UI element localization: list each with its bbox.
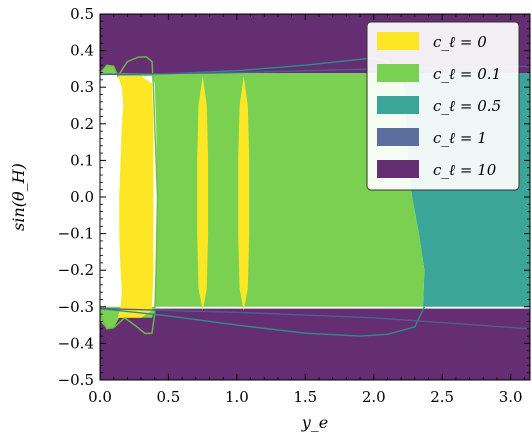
region-c-0-2 [238, 76, 250, 311]
y-tick-label: −0.3 [58, 298, 94, 316]
axis-ticks: 0.0 0.5 1.0 1.5 2.0 2.5 3.00.50.40.30.20.10.0−… [58, 5, 530, 406]
y-tick-label: 0.4 [70, 42, 94, 60]
axis-labels: y_e sin(θ_H) [9, 163, 328, 432]
legend-label-c-1: c_ℓ = 1 [433, 129, 487, 147]
region-c-10-1 [100, 308, 530, 380]
legend-label-c-10: c_ℓ = 10 [433, 161, 497, 179]
legend-swatch-c-10 [377, 160, 419, 178]
legend-swatch-c-0 [377, 32, 419, 50]
region-c-0-1 [197, 76, 209, 311]
legend-swatch-c-1 [377, 128, 419, 146]
x-tick-label: 1.5 [293, 388, 317, 406]
x-tick-label: 2.5 [430, 388, 454, 406]
y-tick-label: 0.0 [70, 188, 94, 206]
y-tick-label: −0.2 [58, 261, 94, 279]
legend-swatch-c-0-5 [377, 96, 419, 114]
y-axis-label: sin(θ_H) [9, 163, 28, 231]
y-tick-label: 0.2 [70, 115, 94, 133]
contour-c-0-5-2 [100, 306, 426, 337]
legend-label-c-0-1: c_ℓ = 0.1 [433, 65, 501, 83]
y-tick-label: 0.3 [70, 78, 94, 96]
x-axis-label: y_e [301, 413, 329, 432]
x-tick-label: 0.5 [157, 388, 181, 406]
x-tick-label: 0.0 [88, 388, 112, 406]
region-c-0-1-0 [100, 65, 425, 329]
legend: c_ℓ = 0 c_ℓ = 0.1 c_ℓ = 0.5 c_ℓ = 1 c_ℓ = 10 [366, 21, 520, 191]
y-tick-label: 0.5 [70, 5, 94, 23]
y-tick-label: 0.1 [70, 151, 94, 169]
contour-c-1-4 [100, 307, 530, 330]
y-tick-label: −0.5 [58, 371, 94, 389]
legend-label-c-0: c_ℓ = 0 [433, 33, 487, 51]
y-tick-label: −0.1 [58, 225, 94, 243]
legend-label-c-0-5: c_ℓ = 0.5 [433, 97, 501, 115]
x-tick-label: 3.0 [499, 388, 523, 406]
x-tick-label: 2.0 [362, 388, 386, 406]
region-c-0-0 [117, 76, 154, 318]
y-tick-label: −0.4 [58, 334, 94, 352]
legend-swatch-c-0-1 [377, 64, 419, 82]
x-tick-label: 1.0 [225, 388, 249, 406]
